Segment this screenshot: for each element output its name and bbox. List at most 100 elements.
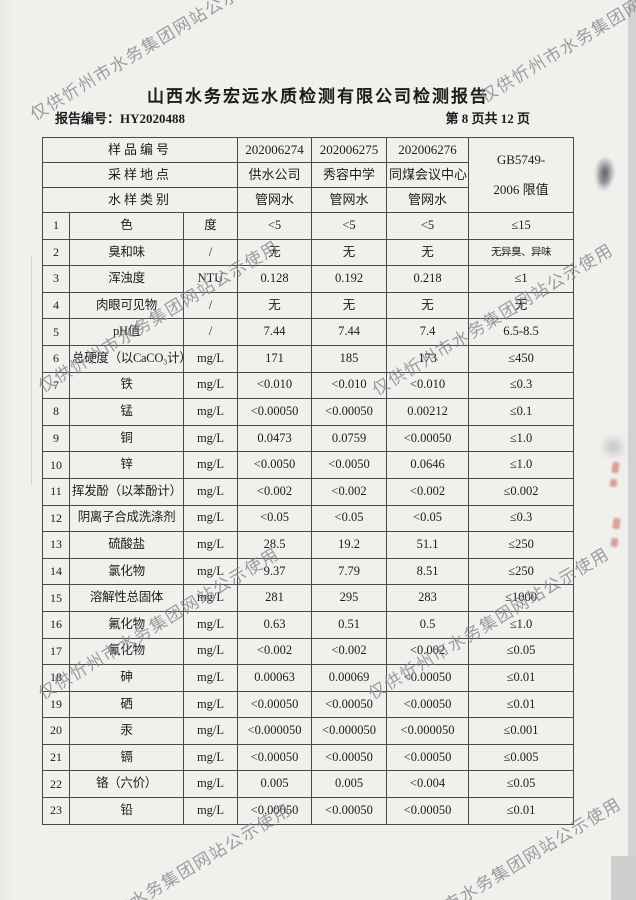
location-label: 采样地点 (41, 162, 239, 188)
table-row: 22 铬（六价） mg/L 0.005 0.005 <0.004 ≤0.05 (42, 770, 575, 799)
table-row: 18 砷 mg/L 0.00063 0.00069 <0.00050 ≤0.01 (42, 664, 575, 692)
table-row: 10 锌 mg/L <0.0050 <0.0050 0.0646 ≤1.0 (42, 451, 575, 479)
limit-value-cell: ≤0.1 (468, 398, 575, 426)
sample-value-cell: 7.44 (237, 318, 313, 346)
param-name-cell: 硒 (69, 690, 184, 719)
sample-value-cell: <5 (237, 212, 313, 240)
sample-value-cell: <0.010 (386, 371, 470, 400)
category-2: 管网水 (311, 187, 388, 213)
sample-value-cell: 无 (311, 291, 388, 320)
row-number-cell: 2 (42, 238, 70, 267)
sample-value-cell: <0.010 (237, 371, 313, 400)
sample-value-cell: <0.0050 (237, 451, 313, 479)
category-3: 管网水 (386, 187, 470, 213)
ink-smudge-faint (595, 430, 631, 464)
limit-value-cell: ≤0.05 (468, 637, 575, 666)
sample-value-cell: 173 (386, 344, 470, 373)
param-name-cell: 挥发酚（以苯酚计） (69, 477, 184, 506)
results-table: 样品编号 202006274 202006275 202006276 GB574… (41, 137, 575, 825)
sample-value-cell: <0.002 (311, 637, 388, 666)
sample-value-cell: 无 (237, 238, 313, 267)
sample-value-cell: 7.79 (311, 557, 388, 586)
param-name-cell: 氰化物 (69, 637, 184, 666)
sample-value-cell: 0.63 (237, 610, 313, 639)
param-name-cell: pH值 (69, 318, 184, 346)
row-number-cell: 3 (42, 265, 70, 293)
limit-value-cell: ≤450 (468, 344, 575, 373)
unit-cell: mg/L (182, 584, 239, 612)
table-row: 7 铁 mg/L <0.010 <0.010 <0.010 ≤0.3 (42, 371, 575, 400)
row-number-cell: 14 (42, 557, 70, 586)
sample-value-cell: <0.002 (237, 637, 313, 666)
row-number-cell: 23 (42, 797, 70, 825)
limit-value-cell: ≤0.005 (468, 743, 575, 772)
sample-value-cell: 283 (386, 584, 470, 612)
limit-value-cell: ≤0.001 (468, 717, 575, 745)
scanner-edge-band (628, 0, 636, 900)
sample-value-cell: 无 (386, 238, 470, 267)
sample-value-cell: <0.00050 (311, 797, 388, 825)
param-name-cell: 浑浊度 (69, 265, 184, 293)
sample-value-cell: <0.000050 (237, 717, 313, 745)
sample-value-cell: <0.00050 (237, 398, 313, 426)
limit-header-line2: 2006 限值 (493, 182, 549, 197)
sample-id-1: 202006274 (237, 137, 313, 163)
sample-value-cell: <0.00050 (237, 743, 313, 772)
param-name-cell: 铜 (69, 424, 184, 453)
row-number-cell: 16 (42, 610, 70, 639)
limit-value-cell: 无异臭、异味 (468, 238, 575, 267)
unit-cell: mg/L (182, 637, 239, 666)
limit-value-cell: ≤1 (468, 265, 575, 293)
sample-value-cell: 19.2 (311, 531, 388, 559)
sample-value-cell: <0.05 (386, 504, 470, 533)
param-name-cell: 铬（六价） (69, 770, 184, 799)
row-number-cell: 22 (42, 770, 70, 799)
table-row: 1 色度 <5 <5 <5 ≤15 (42, 212, 575, 240)
sample-value-cell: 28.5 (237, 531, 313, 559)
limit-value-cell: ≤1000 (468, 584, 575, 612)
table-row: 21 镉 mg/L <0.00050 <0.00050 <0.00050 ≤0.005 (42, 743, 575, 772)
param-name-cell: 色 (69, 212, 184, 240)
row-number-cell: 6 (42, 344, 70, 373)
sample-value-cell: 无 (237, 291, 313, 320)
row-number-cell: 1 (42, 212, 70, 240)
header-row-category: 水样类别 管网水 管网水 管网水 (41, 187, 574, 213)
table-row: 20 汞 mg/L <0.000050 <0.000050 <0.000050 ≤0.001 (42, 717, 575, 745)
unit-cell: mg/L (182, 424, 239, 453)
sample-value-cell: 0.192 (311, 265, 388, 293)
sample-value-cell: <0.002 (311, 477, 388, 506)
location-3: 同煤会议中心 (386, 162, 470, 188)
sample-value-cell: 51.1 (386, 531, 470, 559)
red-stamp-bleed (609, 478, 618, 488)
sample-value-cell: <5 (386, 212, 470, 240)
sample-value-cell: 0.00069 (311, 664, 388, 692)
sample-value-cell: <0.00050 (386, 690, 470, 719)
sample-value-cell: 8.51 (386, 557, 470, 586)
unit-cell: mg/L (182, 477, 239, 506)
param-name-cell: 臭和味 (69, 238, 184, 267)
param-name-cell: 砷 (69, 664, 184, 692)
table-row: 6 总硬度（以CaCO₃计） mg/L 171 185 173 ≤450 (42, 344, 575, 373)
limit-value-cell: ≤0.01 (468, 664, 575, 692)
sample-value-cell: 0.005 (237, 770, 313, 799)
limit-value-cell: ≤0.3 (468, 371, 575, 400)
scanner-corner (611, 856, 636, 900)
param-name-cell: 肉眼可见物 (69, 291, 184, 320)
sample-value-cell: 0.218 (386, 265, 470, 293)
param-name-cell: 硫酸盐 (69, 531, 184, 559)
limit-value-cell: ≤1.0 (468, 610, 575, 639)
unit-cell: mg/L (182, 797, 239, 825)
sample-id-3: 202006276 (386, 137, 470, 163)
paper-fold-line (31, 255, 32, 485)
red-stamp-bleed (612, 517, 621, 530)
table-row: 2 臭和味 / 无无无无异臭、异味 (42, 238, 575, 267)
row-number-cell: 8 (42, 398, 70, 426)
param-name-cell: 镉 (69, 743, 184, 772)
row-number-cell: 21 (42, 743, 70, 772)
sample-value-cell: <0.002 (386, 477, 470, 506)
param-name-cell: 锰 (69, 398, 184, 426)
unit-cell: mg/L (182, 717, 239, 745)
red-stamp-bleed (611, 461, 620, 474)
sample-id-2: 202006275 (311, 137, 388, 163)
